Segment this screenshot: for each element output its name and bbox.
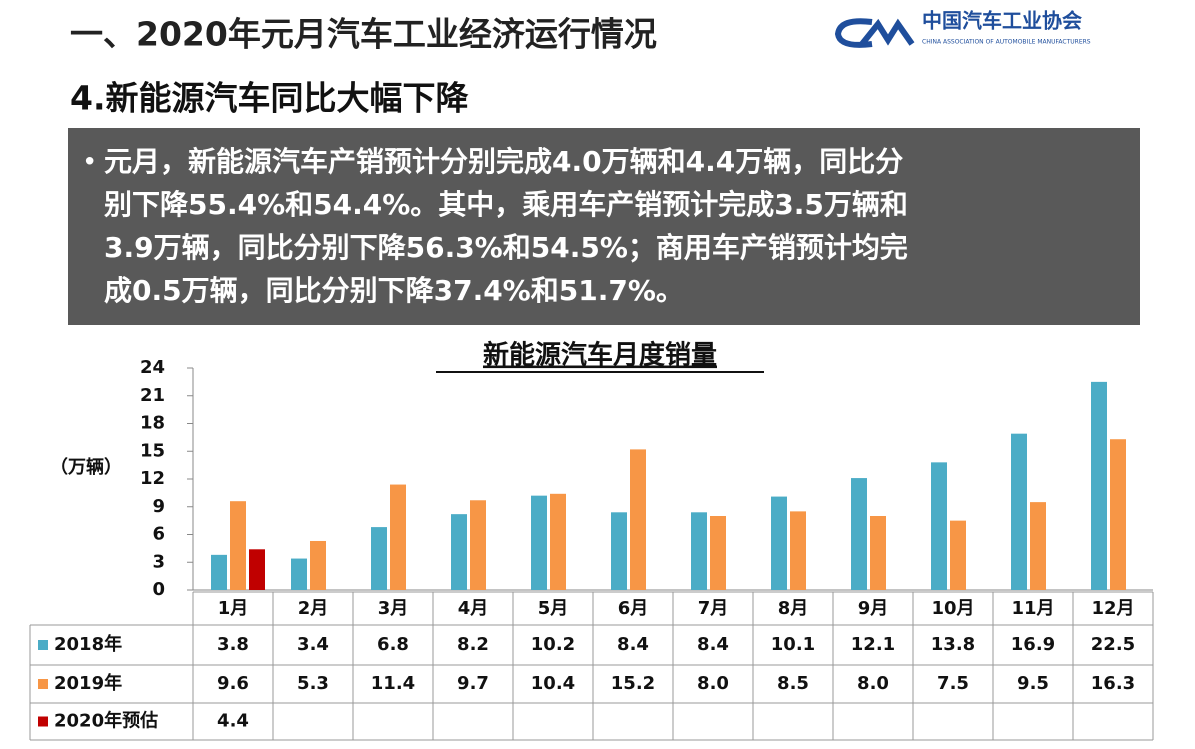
table-cell: 4.4 <box>217 711 249 732</box>
bar <box>291 558 307 590</box>
table-cell: 8.4 <box>697 634 729 655</box>
bar <box>771 496 787 590</box>
logo-text: 中国汽车工业协会 <box>922 9 1082 33</box>
x-tick-label: 6月 <box>618 598 649 619</box>
logo: 中国汽车工业协会 CHINA ASSOCIATION OF AUTOMOBILE… <box>834 9 1091 48</box>
x-tick-label: 5月 <box>538 598 569 619</box>
logo-mark <box>859 18 915 46</box>
x-tick-label: 2月 <box>298 598 329 619</box>
slide-title: 一、2020年元月汽车工业经济运行情况 <box>70 15 657 54</box>
table-cell: 9.6 <box>217 673 249 694</box>
bullet-box <box>68 128 1140 325</box>
table-cell: 7.5 <box>937 673 969 694</box>
bar <box>1110 439 1126 590</box>
logo-mark <box>834 18 873 48</box>
x-tick-label: 7月 <box>698 598 729 619</box>
x-tick-label: 1月 <box>218 598 249 619</box>
x-tick-label: 8月 <box>778 598 809 619</box>
bar <box>691 512 707 590</box>
bar <box>950 520 966 590</box>
table-cell: 16.9 <box>1011 634 1055 655</box>
table-cell: 15.2 <box>611 673 655 694</box>
bullet-line: 成0.5万辆，同比分别下降37.4%和51.7%。 <box>104 274 684 307</box>
x-tick-label: 9月 <box>858 598 889 619</box>
x-tick-label: 3月 <box>378 598 409 619</box>
bar <box>870 516 886 590</box>
subtitle: 4.新能源汽车同比大幅下降 <box>70 79 469 118</box>
table-cell: 3.8 <box>217 634 249 655</box>
legend-swatch <box>38 640 48 650</box>
y-tick-label: 15 <box>140 440 165 461</box>
bullet-line: 3.9万辆，同比分别下降56.3%和54.5%；商用车产销预计均完 <box>104 231 908 264</box>
bullet-line: 别下降55.4%和54.4%。其中，乘用车产销预计完成3.5万辆和 <box>104 188 908 221</box>
table-cell: 12.1 <box>851 634 895 655</box>
table-cell: 6.8 <box>377 634 409 655</box>
y-tick-label: 9 <box>152 496 165 517</box>
y-tick-label: 12 <box>140 468 165 489</box>
legend-label: 2019年 <box>54 672 122 694</box>
bar <box>371 527 387 590</box>
table-cell: 8.5 <box>777 673 809 694</box>
legend-swatch <box>38 679 48 689</box>
chart-title: 新能源汽车月度销量 <box>483 340 717 371</box>
y-axis-label: （万辆） <box>50 456 122 478</box>
table-cell: 8.0 <box>697 673 729 694</box>
bullet-dot: • <box>82 148 97 178</box>
table-cell: 22.5 <box>1091 634 1135 655</box>
table-cell: 16.3 <box>1091 673 1135 694</box>
bar <box>1030 502 1046 590</box>
bar <box>1011 433 1027 590</box>
y-tick-label: 24 <box>140 357 165 378</box>
bar <box>931 462 947 590</box>
bar <box>1091 381 1107 590</box>
table-cell: 11.4 <box>371 673 415 694</box>
bullet-line: 元月，新能源汽车产销预计分别完成4.0万辆和4.4万辆，同比分 <box>104 145 903 178</box>
table-cell: 10.2 <box>531 634 575 655</box>
legend-label: 2020年预估 <box>54 710 158 732</box>
legend-swatch <box>38 716 48 727</box>
table-cell: 9.5 <box>1017 673 1049 694</box>
bar <box>531 495 547 590</box>
bar <box>249 549 265 590</box>
bar <box>310 540 326 590</box>
x-tick-label: 12月 <box>1091 598 1134 619</box>
y-tick-label: 21 <box>140 385 165 406</box>
y-tick-label: 18 <box>140 413 165 434</box>
bar <box>451 514 467 590</box>
x-tick-label: 10月 <box>931 598 974 619</box>
table-cell: 10.4 <box>531 673 575 694</box>
table-cell: 8.4 <box>617 634 649 655</box>
y-tick-label: 0 <box>152 579 165 600</box>
table-cell: 8.2 <box>457 634 489 655</box>
bar <box>211 554 227 590</box>
bar <box>470 500 486 590</box>
table-cell: 8.0 <box>857 673 889 694</box>
y-tick-label: 6 <box>152 524 165 545</box>
bar <box>710 516 726 590</box>
logo-subtext: CHINA ASSOCIATION OF AUTOMOBILE MANUFACT… <box>922 39 1091 46</box>
x-tick-label: 4月 <box>458 598 489 619</box>
bar <box>790 511 806 590</box>
table-cell: 10.1 <box>771 634 815 655</box>
table-cell: 3.4 <box>297 634 329 655</box>
bar <box>550 493 566 590</box>
legend-label: 2018年 <box>54 633 122 655</box>
bar <box>611 512 627 590</box>
table-cell: 5.3 <box>297 673 329 694</box>
bar <box>630 449 646 590</box>
table-cell: 13.8 <box>931 634 975 655</box>
bar <box>390 484 406 590</box>
bar <box>230 501 246 590</box>
y-tick-label: 3 <box>152 551 165 572</box>
table-cell: 9.7 <box>457 673 489 694</box>
bar <box>851 478 867 590</box>
x-tick-label: 11月 <box>1011 598 1054 619</box>
